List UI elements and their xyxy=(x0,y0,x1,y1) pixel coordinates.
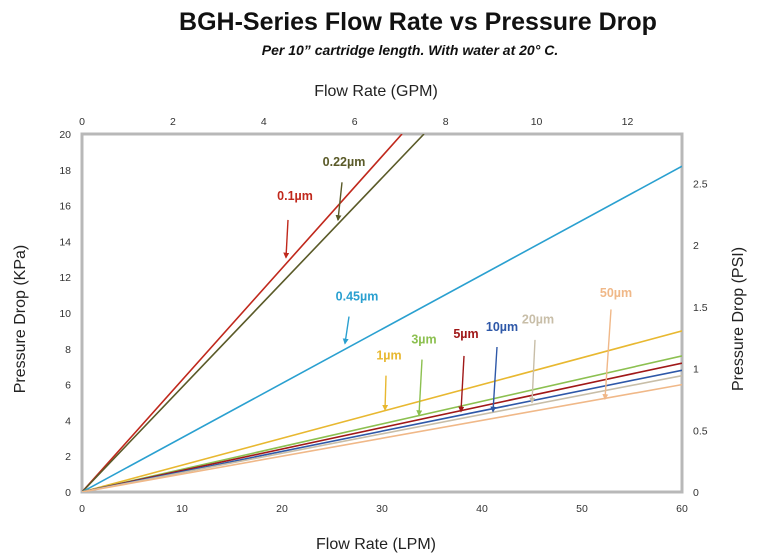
x2-tick-label: 0 xyxy=(79,116,85,128)
series-line-022m xyxy=(82,134,425,492)
y2-tick-label: 2.5 xyxy=(693,178,708,190)
x-tick-label: 60 xyxy=(676,503,688,515)
right-axis-title: Pressure Drop (PSI) xyxy=(730,247,747,391)
annotation-arrow-01m xyxy=(283,219,290,259)
left-axis-title: Pressure Drop (KPa) xyxy=(12,245,29,394)
y-tick-label: 20 xyxy=(59,129,71,141)
annotation-label-5m: 5µm xyxy=(453,327,478,341)
chart-title: BGH-Series Flow Rate vs Pressure Drop xyxy=(179,8,657,36)
y2-tick-label: 2 xyxy=(693,240,699,252)
series-line-20m xyxy=(82,374,682,492)
y2-tick-label: 1.5 xyxy=(693,302,708,314)
annotation-arrow-20m xyxy=(529,339,536,404)
x-tick-label: 30 xyxy=(376,503,388,515)
series-line-5m xyxy=(82,362,682,492)
y-tick-label: 12 xyxy=(59,272,71,284)
annotation-arrow-5m xyxy=(458,355,465,413)
x2-tick-label: 2 xyxy=(170,116,176,128)
annotation-label-10m: 10µm xyxy=(486,320,518,334)
annotation-label-022m: 0.22µm xyxy=(323,155,366,169)
annotation-label-01m: 0.1µm xyxy=(277,189,313,203)
series-line-045m xyxy=(82,165,682,492)
x-tick-label: 0 xyxy=(79,503,85,515)
y-tick-label: 2 xyxy=(65,451,71,463)
annotation-arrow-022m xyxy=(335,182,343,222)
x2-tick-label: 4 xyxy=(261,116,267,128)
y-tick-label: 0 xyxy=(65,487,71,499)
y2-tick-label: 1 xyxy=(693,364,699,376)
annotation-arrow-1m xyxy=(382,375,389,411)
x-tick-label: 10 xyxy=(176,503,188,515)
x-tick-label: 50 xyxy=(576,503,588,515)
annotation-label-3m: 3µm xyxy=(411,332,436,346)
x-tick-label: 40 xyxy=(476,503,488,515)
series-line-10m xyxy=(82,369,682,492)
annotation-arrow-045m xyxy=(342,316,350,345)
y-tick-label: 16 xyxy=(59,201,71,213)
annotation-label-1m: 1µm xyxy=(376,349,401,363)
series-line-50m xyxy=(82,383,682,492)
y-tick-label: 6 xyxy=(65,380,71,392)
annotation-label-50m: 50µm xyxy=(600,286,632,300)
annotation-arrow-10m xyxy=(490,346,498,413)
x-tick-label: 20 xyxy=(276,503,288,515)
series-line-1m xyxy=(82,330,682,492)
chart-subtitle: Per 10” cartridge length. With water at … xyxy=(262,42,558,58)
y-tick-label: 8 xyxy=(65,344,71,356)
x2-tick-label: 6 xyxy=(352,116,358,128)
top-axis-title: Flow Rate (GPM) xyxy=(314,83,438,100)
x2-tick-label: 12 xyxy=(622,116,634,128)
y-tick-label: 4 xyxy=(65,415,71,427)
bottom-axis-title: Flow Rate (LPM) xyxy=(316,536,436,553)
x2-tick-label: 10 xyxy=(531,116,543,128)
x2-tick-label: 8 xyxy=(443,116,449,128)
series-line-3m xyxy=(82,355,682,492)
y2-tick-label: 0 xyxy=(693,487,699,499)
y-tick-label: 18 xyxy=(59,165,71,177)
y2-tick-label: 0.5 xyxy=(693,425,708,437)
plot-area-frame xyxy=(80,132,684,494)
series-line-01m xyxy=(82,134,403,492)
annotation-label-045m: 0.45µm xyxy=(336,289,379,303)
annotation-arrow-50m xyxy=(602,309,612,401)
y-tick-label: 14 xyxy=(59,236,71,248)
annotation-label-20m: 20µm xyxy=(522,313,554,327)
annotation-arrow-3m xyxy=(416,359,423,417)
y-tick-label: 10 xyxy=(59,308,71,320)
